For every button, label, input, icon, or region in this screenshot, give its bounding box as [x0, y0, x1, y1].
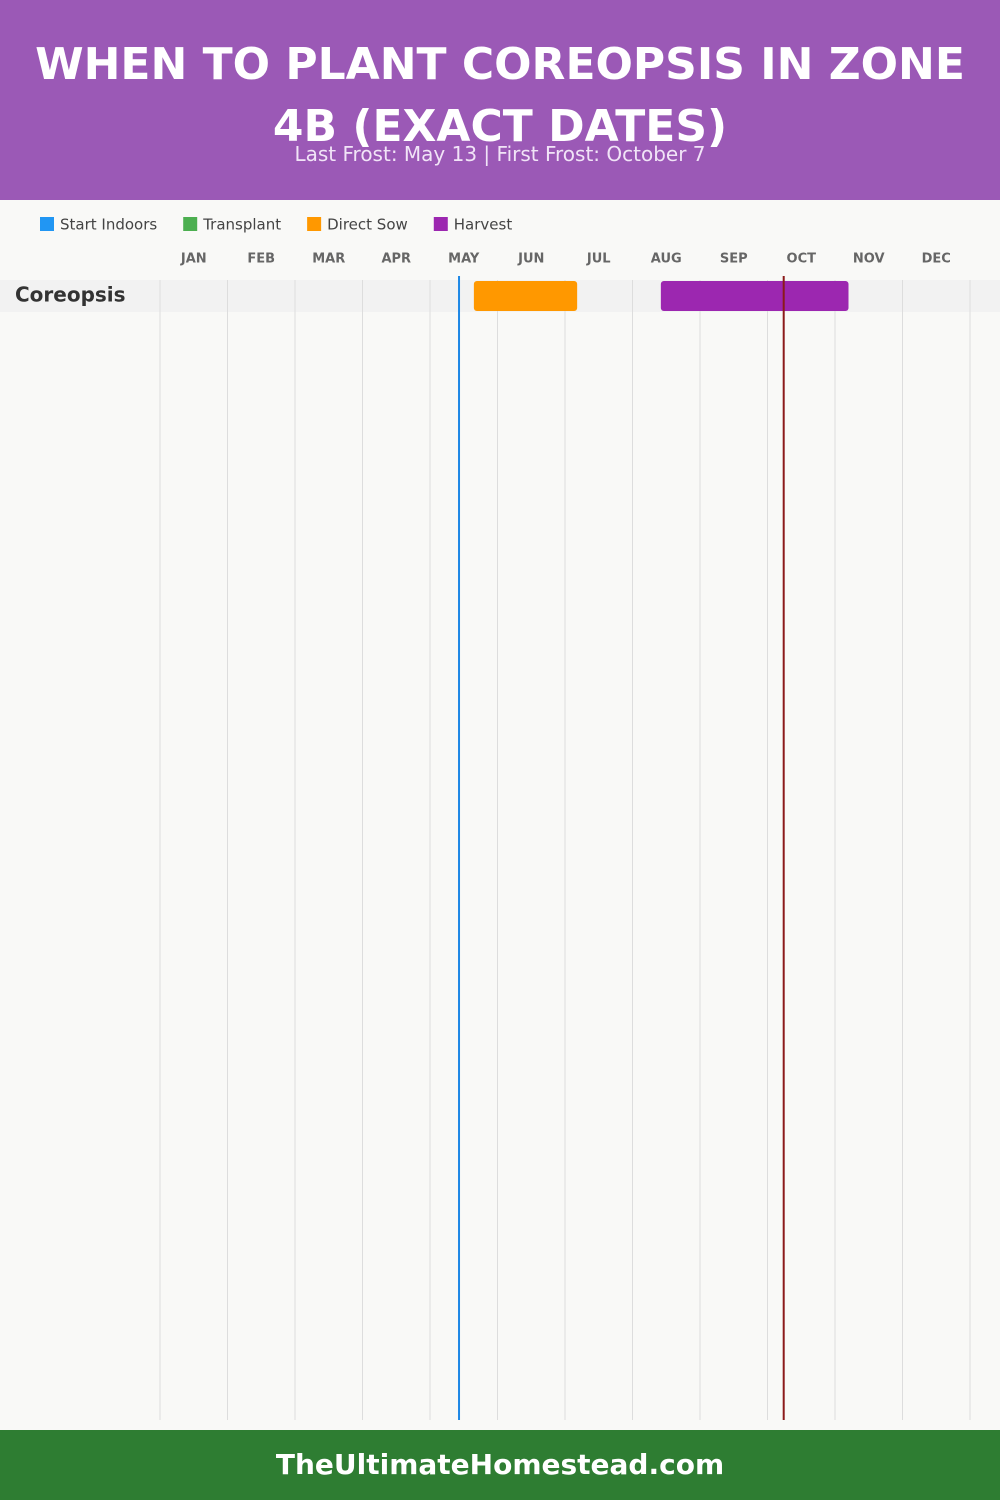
x-tick-label: OCT: [787, 252, 817, 267]
x-tick-label: JUN: [517, 252, 544, 267]
x-tick-label: JUL: [586, 252, 611, 267]
header: WHEN TO PLANT COREOPSIS IN ZONE 4B (EXAC…: [0, 0, 1000, 200]
chart-subtitle: Last Frost: May 13 | First Frost: Octobe…: [294, 142, 706, 166]
gantt-bar: [473, 281, 578, 311]
row-label: Coreopsis: [15, 283, 126, 307]
legend-label: Harvest: [454, 216, 513, 234]
x-tick-label: AUG: [651, 252, 682, 267]
x-tick-label: DEC: [922, 252, 951, 267]
chart: JAN FEB MAR APR MAY JUN JUL AUG SEP OCT NOV DEC Star…: [0, 216, 1000, 1420]
x-tick-label: MAR: [312, 252, 345, 267]
legend-swatch: [40, 217, 54, 231]
gantt-bar: [660, 281, 849, 311]
chart-title: WHEN TO PLANT COREOPSIS IN ZONE 4B (EXAC…: [35, 39, 965, 152]
legend-label: Transplant: [202, 216, 281, 234]
legend-swatch: [433, 217, 448, 231]
x-tick-label: NOV: [853, 252, 885, 267]
legend-label: Direct Sow: [327, 216, 408, 234]
x-tick-label: FEB: [247, 252, 275, 267]
x-tick-label: JAN: [180, 252, 207, 267]
legend-swatch: [183, 217, 198, 231]
x-tick-label: APR: [381, 252, 411, 267]
legend-label: Start Indoors: [60, 216, 157, 234]
footer: TheUltimateHomestead.com: [0, 1430, 1000, 1500]
legend-swatch: [307, 217, 322, 231]
x-tick-label: SEP: [720, 252, 748, 267]
x-tick-label: MAY: [448, 252, 480, 267]
